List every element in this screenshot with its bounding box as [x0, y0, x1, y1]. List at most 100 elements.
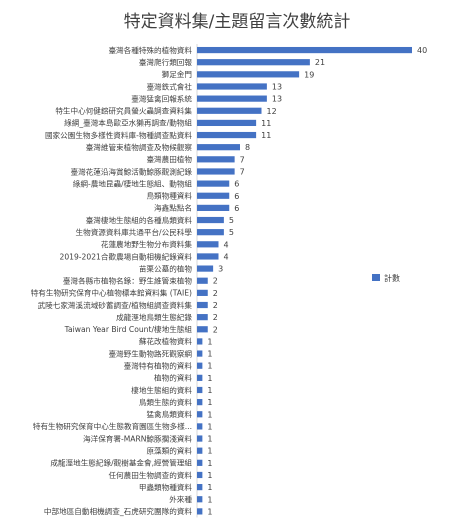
data-label: 3 — [218, 265, 223, 274]
category-label: 中部地區自動相機調查_石虎研究團隊的資料 — [44, 506, 192, 516]
data-label: 12 — [267, 107, 277, 116]
legend-label: 計數 — [384, 273, 400, 283]
bar — [197, 131, 257, 139]
bar — [197, 119, 257, 127]
data-label: 1 — [207, 337, 212, 346]
bar — [197, 46, 412, 54]
bar — [197, 350, 203, 357]
data-label: 1 — [207, 362, 212, 371]
category-label: 海鑫點點名 — [154, 203, 192, 213]
data-label: 6 — [234, 180, 239, 189]
bar — [197, 399, 203, 406]
data-label: 4 — [224, 240, 229, 249]
bar — [197, 95, 267, 102]
category-label: 原藻類的資料 — [146, 445, 192, 455]
bar — [197, 435, 203, 442]
category-label: 成龍溼地生態紀錄/觀樹基金會,經營管理組 — [50, 458, 192, 468]
bar — [197, 144, 240, 151]
data-label: 40 — [417, 46, 427, 55]
category-label: 臺灣維管束植物調查及物候觀察 — [86, 142, 193, 152]
legend-swatch — [372, 274, 380, 281]
bar — [197, 180, 230, 187]
bar — [197, 71, 300, 78]
bar — [197, 508, 203, 515]
data-label: 2 — [213, 301, 218, 310]
bar — [197, 301, 208, 309]
category-label: 臺灣特有植物的資料 — [124, 361, 193, 371]
category-label: 臺灣棲地生態組的各種鳥類資料 — [86, 215, 193, 225]
bar — [197, 338, 203, 345]
bar — [197, 314, 208, 321]
bar — [197, 326, 208, 333]
bar — [197, 59, 310, 66]
data-label: 13 — [272, 95, 282, 104]
bar — [197, 107, 262, 114]
category-label: 2019-2021合歡農場自動相機紀錄資料 — [59, 251, 192, 261]
bar — [197, 216, 224, 224]
bar — [197, 447, 203, 454]
data-label: 5 — [229, 216, 234, 225]
data-label: 1 — [207, 386, 212, 395]
data-label: 1 — [207, 398, 212, 407]
category-label: 臺灣猛禽回報系統 — [131, 93, 192, 103]
data-label: 8 — [245, 143, 250, 152]
category-label: 武陵七家灣溪流域砂蓄調查/植物組調查資料集 — [38, 300, 193, 310]
bar — [197, 83, 267, 90]
category-label: 特有生物研究保育中心植物標本館資料集 (TAIE) — [31, 288, 192, 298]
bar — [197, 496, 203, 503]
category-label: 臺灣鉄式會社 — [146, 81, 192, 91]
category-label: 臺灣爬行類回報 — [139, 57, 193, 67]
bar — [197, 229, 224, 236]
category-label: 植物的資料 — [154, 373, 192, 383]
data-label: 2 — [213, 325, 218, 334]
data-label: 2 — [213, 313, 218, 322]
bar — [197, 253, 219, 260]
data-label: 1 — [207, 435, 212, 444]
category-label: 臺灣野生動物路死觀察網 — [108, 348, 192, 358]
bar — [197, 192, 230, 199]
data-label: 1 — [207, 507, 212, 516]
category-label: 外來種 — [169, 494, 192, 504]
bar — [197, 277, 208, 284]
category-label: 海洋保育署-MARN鯨豚擱淺資料 — [83, 433, 192, 443]
bar — [197, 289, 208, 296]
category-label: Taiwan Year Bird Count/棲地生態組 — [64, 324, 193, 334]
data-label: 1 — [207, 459, 212, 468]
data-label: 4 — [224, 252, 229, 261]
category-label: 生物資源資料庫共通平台/公民科學 — [76, 227, 193, 237]
category-label: 花蓮農地野生物分布資料集 — [101, 239, 193, 249]
category-label: 猛禽鳥類資料 — [146, 409, 192, 419]
category-label: 棲地生態組的資料 — [131, 385, 192, 395]
category-label: 甲蟲類物種資料 — [139, 482, 193, 492]
category-label: 臺灣各縣市植物名錄：野生維管束植物 — [63, 276, 192, 286]
legend: 計數 — [372, 273, 400, 283]
category-label: 臺灣花蓮沿海賞鯨活動鯨豚觀測紀錄 — [71, 166, 193, 176]
bar — [197, 386, 203, 394]
bar — [197, 471, 203, 479]
data-label: 2 — [213, 277, 218, 286]
data-label: 1 — [207, 374, 212, 383]
data-label: 6 — [234, 192, 239, 201]
data-label: 11 — [261, 119, 271, 128]
data-label: 1 — [207, 410, 212, 419]
category-label: 臺灣農田植物 — [146, 154, 192, 164]
category-label: 獅足金門 — [162, 69, 192, 79]
data-label: 1 — [207, 447, 212, 456]
bar — [197, 168, 235, 175]
bar — [197, 265, 214, 272]
category-label: 綠網_臺灣本島歐亞水獺再調查/動物組 — [64, 118, 192, 128]
data-label: 13 — [272, 82, 282, 91]
data-label: 5 — [229, 228, 234, 237]
data-label: 1 — [207, 471, 212, 480]
data-label: 1 — [207, 483, 212, 492]
bar — [197, 484, 203, 491]
category-label: 鳥類生態的資料 — [139, 397, 193, 407]
data-label: 1 — [207, 350, 212, 359]
bar — [197, 411, 203, 418]
bar — [197, 241, 219, 248]
data-label: 1 — [207, 495, 212, 504]
data-label: 21 — [315, 58, 325, 67]
category-label: 成龍溼地鳥類生態紀錄 — [116, 312, 192, 322]
data-label: 7 — [240, 155, 245, 164]
